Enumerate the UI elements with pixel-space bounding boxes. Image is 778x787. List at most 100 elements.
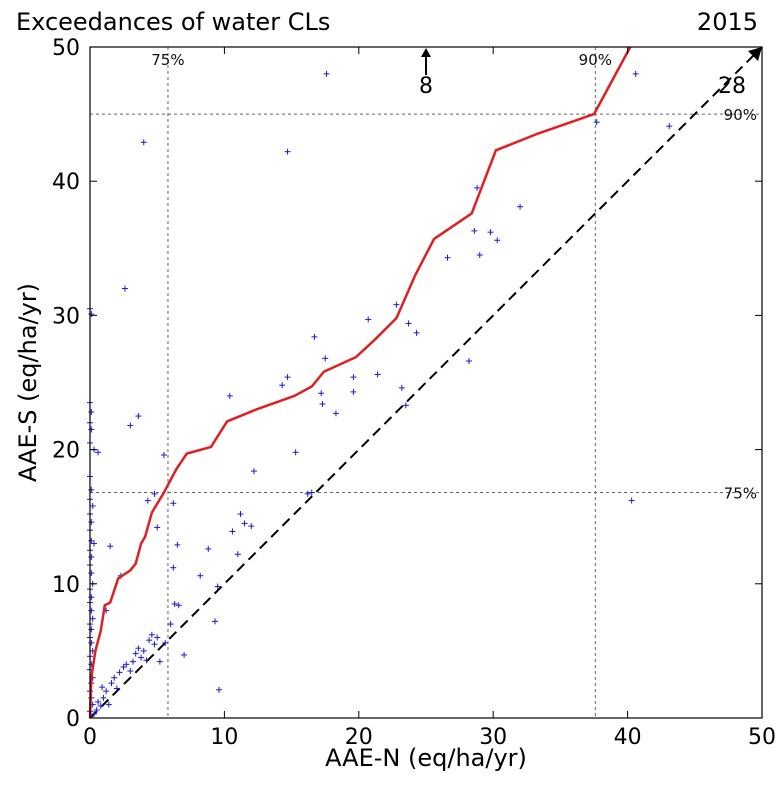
data-point	[319, 400, 326, 407]
data-point	[138, 654, 145, 661]
off-scale-label-diag: 28	[718, 74, 746, 99]
data-point	[517, 203, 524, 210]
data-point	[332, 410, 339, 417]
data-point	[162, 639, 169, 646]
data-point	[405, 320, 412, 327]
y-tick-label: 20	[52, 439, 80, 464]
data-point	[250, 468, 257, 475]
data-point	[97, 702, 104, 709]
data-point	[88, 311, 95, 318]
data-point	[323, 70, 330, 77]
data-point	[170, 564, 177, 571]
data-point	[103, 688, 110, 695]
x-tick-label: 30	[479, 725, 507, 750]
data-point	[154, 634, 161, 641]
data-point	[234, 551, 241, 558]
data-point	[226, 392, 233, 399]
data-point	[402, 402, 409, 409]
data-point	[237, 511, 244, 518]
y-tick-label: 50	[52, 36, 80, 61]
data-point	[105, 701, 112, 708]
data-point	[174, 541, 181, 548]
percentile-label-x: 75%	[151, 51, 184, 69]
data-point	[304, 490, 311, 497]
data-point	[181, 651, 188, 658]
data-point	[120, 664, 127, 671]
chart-year: 2015	[697, 8, 758, 36]
data-point	[284, 374, 291, 381]
data-point	[318, 390, 325, 397]
data-point	[487, 229, 494, 236]
data-point	[127, 422, 134, 429]
data-point	[123, 661, 130, 668]
plot-frame	[89, 46, 763, 719]
data-point	[151, 641, 158, 648]
data-point	[156, 658, 163, 665]
data-point	[116, 669, 123, 676]
percentile-label-x: 90%	[579, 51, 612, 69]
data-point	[130, 658, 137, 665]
data-point	[211, 618, 218, 625]
data-point	[88, 426, 95, 433]
data-point	[113, 685, 120, 692]
y-tick-label: 0	[66, 707, 80, 732]
plot-area: 75% 90% 75% 90% 8 28	[87, 46, 763, 719]
data-point	[88, 626, 95, 633]
data-point	[413, 329, 420, 336]
data-point	[135, 413, 142, 420]
data-point	[100, 694, 107, 701]
data-point	[197, 572, 204, 579]
data-point	[88, 537, 95, 544]
data-point	[121, 285, 128, 292]
data-point	[292, 449, 299, 456]
off-scale-label: 8	[419, 74, 433, 99]
data-point	[95, 449, 102, 456]
data-point	[593, 119, 600, 126]
off-scale-arrow-head	[421, 48, 431, 57]
data-point	[365, 316, 372, 323]
data-point	[140, 139, 147, 146]
data-point	[132, 650, 139, 657]
data-point	[229, 528, 236, 535]
data-point	[248, 523, 255, 530]
data-point	[628, 497, 635, 504]
y-axis-label: AAE-S (eq/ha/yr)	[14, 283, 42, 482]
data-point	[666, 123, 673, 130]
data-point	[88, 553, 95, 560]
data-point	[146, 637, 153, 644]
x-tick-label: 10	[210, 725, 238, 750]
data-point	[91, 710, 98, 717]
data-point	[216, 686, 223, 693]
x-tick-label: 50	[748, 725, 776, 750]
data-point	[494, 237, 501, 244]
data-point	[95, 698, 102, 705]
x-tick-label: 0	[83, 725, 97, 750]
series-line	[88, 46, 632, 719]
data-point	[279, 382, 286, 389]
data-point	[350, 388, 357, 395]
data-point	[398, 384, 405, 391]
data-point	[91, 540, 98, 547]
data-point	[476, 252, 483, 259]
data-point	[308, 489, 315, 496]
data-point	[167, 621, 174, 628]
data-point	[350, 374, 357, 381]
data-point	[88, 607, 95, 614]
data-point	[99, 684, 106, 691]
y-tick-label: 30	[52, 304, 80, 329]
reference-line	[89, 46, 763, 719]
data-point	[89, 502, 96, 509]
y-tick-label: 40	[52, 170, 80, 195]
data-point	[205, 545, 212, 552]
y-tick-label: 10	[52, 573, 80, 598]
data-point	[88, 639, 95, 646]
data-point	[170, 500, 177, 507]
data-point	[140, 647, 147, 654]
data-point	[471, 227, 478, 234]
data-point	[474, 184, 481, 191]
data-point	[241, 520, 248, 527]
chart-title: Exceedances of water CLs	[16, 8, 330, 36]
data-point	[143, 657, 150, 664]
off-scale-arrow-head-diag	[748, 47, 762, 61]
